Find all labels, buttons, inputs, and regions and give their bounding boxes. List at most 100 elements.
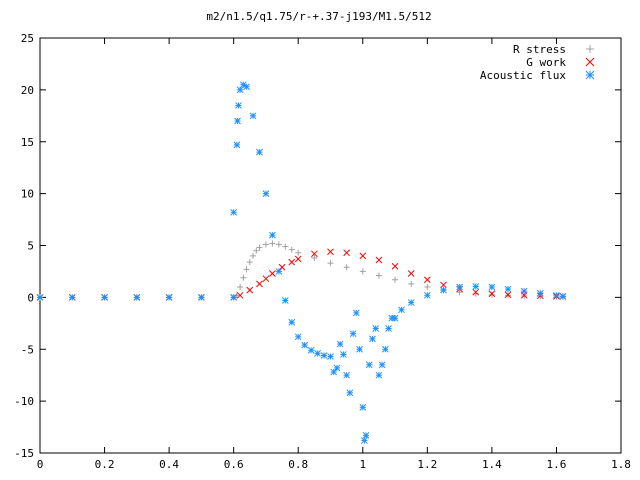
data-point [233, 141, 241, 149]
data-point [230, 208, 238, 216]
data-point [398, 306, 405, 314]
x-tick-label: 1.2 [417, 458, 437, 471]
y-tick-label: 15 [21, 136, 34, 149]
data-point [288, 246, 295, 253]
data-point [295, 249, 302, 256]
legend-label: Acoustic flux [480, 69, 566, 82]
series-r-stress [37, 240, 566, 301]
data-point [314, 350, 321, 357]
legend-label: G work [526, 56, 566, 69]
data-point [250, 252, 257, 259]
data-point [472, 283, 480, 290]
legend-marker [586, 45, 594, 53]
data-point [68, 294, 76, 301]
y-tick-label: -5 [21, 343, 34, 356]
data-point [288, 318, 296, 326]
data-point [382, 345, 389, 353]
data-point [333, 364, 341, 372]
data-point [237, 284, 244, 290]
data-point [362, 432, 370, 439]
data-point [253, 247, 260, 254]
data-point [36, 294, 44, 301]
data-point [359, 252, 367, 260]
data-point [472, 288, 480, 296]
data-point [230, 294, 238, 301]
data-point [423, 276, 431, 284]
x-tick-label: 0.6 [224, 458, 244, 471]
data-point [294, 333, 302, 341]
data-point [256, 244, 263, 251]
data-point [320, 352, 328, 359]
data-point [392, 276, 399, 283]
legend-marker [585, 57, 595, 67]
data-point [375, 371, 383, 379]
data-point [520, 287, 528, 295]
data-point [233, 292, 240, 299]
y-tick-label: -10 [14, 395, 34, 408]
data-point [307, 346, 315, 354]
data-point [488, 283, 496, 291]
data-point [372, 325, 380, 332]
data-point [391, 314, 399, 322]
data-point [456, 289, 463, 296]
x-tick-label: 0.8 [288, 458, 308, 471]
data-point [311, 254, 318, 261]
x-tick-label: 1.6 [547, 458, 567, 471]
data-point [294, 255, 302, 263]
data-point [327, 260, 334, 267]
data-point [262, 241, 269, 248]
data-point [243, 266, 250, 273]
data-point [424, 284, 431, 290]
x-tick-label: 1.8 [611, 458, 631, 471]
x-tick-label: 0 [37, 458, 44, 471]
data-point [235, 102, 242, 109]
data-point [385, 325, 392, 332]
x-tick-label: 1.4 [482, 458, 502, 471]
series-layer [36, 81, 567, 444]
data-point [488, 291, 495, 298]
data-point [327, 248, 334, 256]
data-point [198, 294, 205, 301]
data-point [249, 112, 257, 120]
data-point [269, 240, 276, 247]
y-tick-label: -15 [14, 447, 34, 460]
y-tick-label: 5 [27, 240, 34, 253]
legend-label: R stress [513, 43, 566, 56]
data-point [301, 341, 309, 349]
data-point [262, 190, 270, 197]
data-point [234, 117, 241, 125]
y-tick-label: 10 [21, 188, 34, 201]
data-point [375, 256, 383, 264]
data-point [343, 264, 350, 271]
data-point [352, 309, 360, 317]
data-point [246, 259, 253, 266]
data-point [359, 403, 367, 411]
data-point [336, 340, 344, 348]
data-point [262, 275, 270, 283]
data-point [269, 270, 276, 277]
data-point [311, 250, 318, 258]
plot-frame [39, 37, 622, 454]
data-point [275, 241, 282, 248]
data-point [407, 299, 415, 306]
data-point [361, 437, 368, 444]
data-point [269, 231, 276, 239]
data-point [288, 258, 296, 266]
data-point [369, 335, 376, 343]
data-point [356, 345, 363, 353]
data-point [359, 268, 366, 275]
data-point [488, 290, 496, 298]
data-point [256, 148, 263, 156]
data-point [282, 243, 289, 250]
data-point [256, 280, 263, 288]
data-point [330, 368, 338, 376]
data-point [504, 291, 512, 299]
data-point [275, 268, 283, 275]
data-point [423, 291, 431, 299]
data-point [243, 83, 250, 91]
data-point [340, 351, 347, 358]
data-point [365, 361, 373, 369]
data-point [278, 263, 286, 271]
